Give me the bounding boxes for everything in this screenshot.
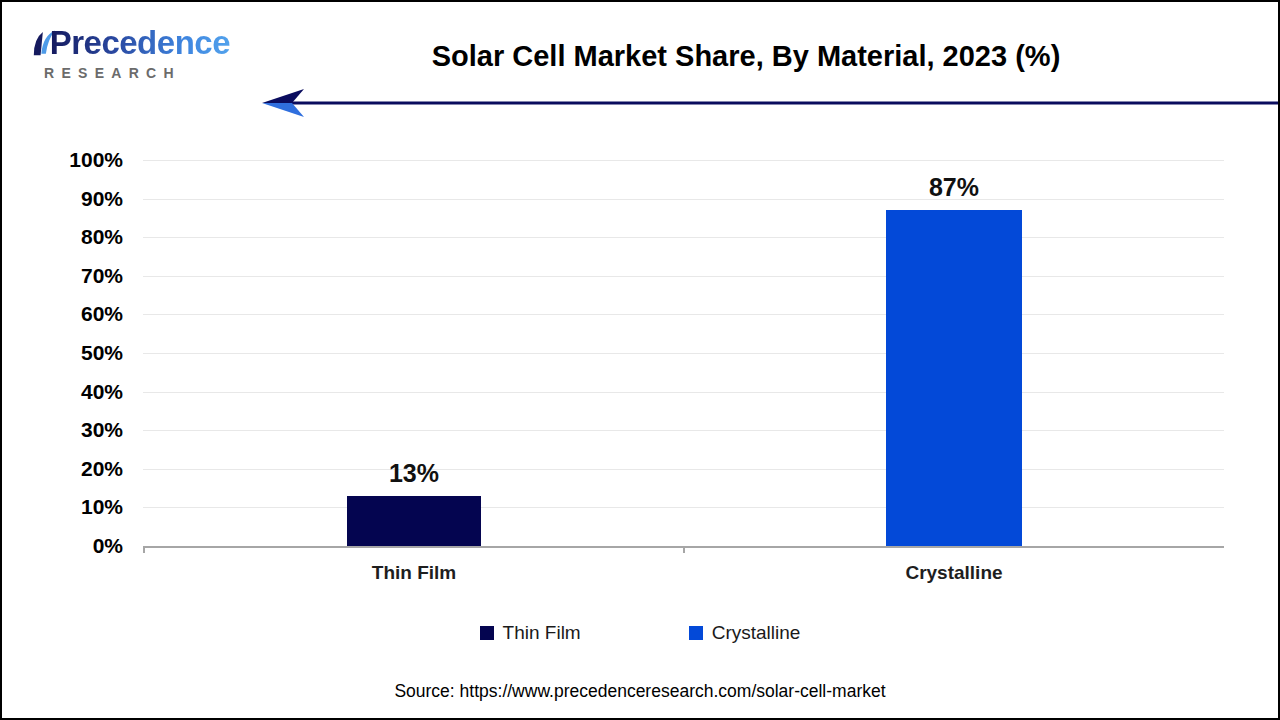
gridline xyxy=(143,314,1224,315)
y-axis-tick-label: 60% xyxy=(43,301,123,327)
gridline xyxy=(143,353,1224,354)
x-axis-category-label: Crystalline xyxy=(854,562,1054,584)
legend-swatch-thin-film xyxy=(480,626,494,640)
y-axis-tick-label: 80% xyxy=(43,224,123,250)
y-axis-tick-label: 10% xyxy=(43,494,123,520)
bar-thin-film xyxy=(347,496,481,546)
arrowhead-top xyxy=(262,89,304,103)
y-axis-tick-label: 70% xyxy=(43,263,123,289)
logo-brand-text: Precedence xyxy=(50,24,230,62)
y-axis-tick-label: 100% xyxy=(43,147,123,173)
x-axis-category-label: Thin Film xyxy=(314,562,514,584)
bar-value-label: 13% xyxy=(354,459,474,488)
logo-subbrand-text: RESEARCH xyxy=(30,65,230,81)
y-axis-tick-label: 0% xyxy=(43,533,123,559)
chart-title: Solar Cell Market Share, By Material, 20… xyxy=(218,40,1274,73)
gridline xyxy=(143,160,1224,161)
legend-swatch-crystalline xyxy=(689,626,703,640)
bar-value-label: 87% xyxy=(894,173,1014,202)
legend-label: Crystalline xyxy=(712,622,801,644)
gridline xyxy=(143,507,1224,508)
gridline xyxy=(143,430,1224,431)
y-axis-tick-label: 40% xyxy=(43,379,123,405)
gridline xyxy=(143,199,1224,200)
source-citation: Source: https://www.precedenceresearch.c… xyxy=(2,681,1278,702)
precedence-research-logo: Precedence RESEARCH xyxy=(30,24,230,81)
plot-area: 0%10%20%30%40%50%60%70%80%90%100%13%Thin… xyxy=(143,162,1224,548)
gridline xyxy=(143,276,1224,277)
legend-item-crystalline: Crystalline xyxy=(689,622,801,644)
x-axis-tick xyxy=(683,546,685,553)
arrowhead-bottom xyxy=(262,103,304,117)
bar-crystalline xyxy=(886,210,1022,546)
x-axis-tick xyxy=(143,546,145,553)
legend-label: Thin Film xyxy=(503,622,581,644)
gridline xyxy=(143,237,1224,238)
gridline xyxy=(143,469,1224,470)
y-axis-tick-label: 30% xyxy=(43,417,123,443)
y-axis-tick-label: 20% xyxy=(43,456,123,482)
y-axis-tick-label: 90% xyxy=(43,186,123,212)
legend: Thin Film Crystalline xyxy=(2,622,1278,644)
gridline xyxy=(143,392,1224,393)
legend-item-thin-film: Thin Film xyxy=(480,622,581,644)
chart-page: Precedence RESEARCH Solar Cell Market Sh… xyxy=(0,0,1280,720)
y-axis-tick-label: 50% xyxy=(43,340,123,366)
left-arrow-divider xyxy=(260,88,1280,118)
